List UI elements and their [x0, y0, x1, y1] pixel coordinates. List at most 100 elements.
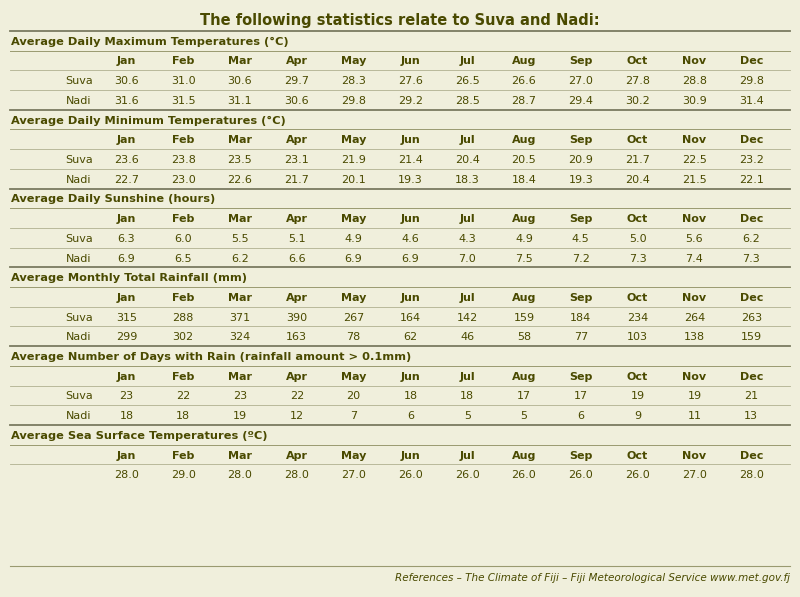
- Text: 29.7: 29.7: [284, 76, 310, 86]
- Text: 6: 6: [407, 411, 414, 421]
- Text: 27.0: 27.0: [568, 76, 594, 86]
- Text: 27.6: 27.6: [398, 76, 423, 86]
- Text: 21: 21: [744, 392, 758, 401]
- Text: 30.6: 30.6: [228, 76, 252, 86]
- Text: 315: 315: [116, 313, 137, 322]
- Text: 29.8: 29.8: [341, 96, 366, 106]
- Text: Mar: Mar: [228, 372, 252, 381]
- Text: Jan: Jan: [117, 136, 136, 145]
- Text: Nov: Nov: [682, 57, 706, 66]
- Text: Average Monthly Total Rainfall (mm): Average Monthly Total Rainfall (mm): [11, 273, 247, 283]
- Text: 7.2: 7.2: [572, 254, 590, 263]
- Text: 62: 62: [403, 333, 418, 342]
- Text: 6.3: 6.3: [118, 234, 135, 244]
- Text: 7.0: 7.0: [458, 254, 476, 263]
- Text: May: May: [341, 57, 366, 66]
- Text: 103: 103: [627, 333, 648, 342]
- Text: Sep: Sep: [569, 293, 593, 303]
- Text: 30.6: 30.6: [114, 76, 138, 86]
- Text: 28.5: 28.5: [454, 96, 480, 106]
- Text: 29.8: 29.8: [738, 76, 764, 86]
- Text: Mar: Mar: [228, 293, 252, 303]
- Text: Suva: Suva: [66, 76, 94, 86]
- Text: 26.5: 26.5: [455, 76, 479, 86]
- Text: Jan: Jan: [117, 372, 136, 381]
- Text: 29.0: 29.0: [170, 470, 196, 480]
- Text: Jul: Jul: [459, 372, 475, 381]
- Text: 324: 324: [230, 333, 250, 342]
- Text: Dec: Dec: [739, 293, 763, 303]
- Text: 21.4: 21.4: [398, 155, 423, 165]
- Text: 22: 22: [176, 392, 190, 401]
- Text: Feb: Feb: [172, 214, 194, 224]
- Text: Aug: Aug: [512, 451, 536, 460]
- Text: Mar: Mar: [228, 451, 252, 460]
- Text: 19: 19: [630, 392, 645, 401]
- Text: 30.9: 30.9: [682, 96, 706, 106]
- Text: Jul: Jul: [459, 451, 475, 460]
- Text: 46: 46: [460, 333, 474, 342]
- Text: Feb: Feb: [172, 372, 194, 381]
- Text: Jun: Jun: [401, 451, 420, 460]
- Text: 5.0: 5.0: [629, 234, 646, 244]
- Text: 184: 184: [570, 313, 591, 322]
- Text: 20.9: 20.9: [568, 155, 594, 165]
- Text: Jan: Jan: [117, 451, 136, 460]
- Text: Nov: Nov: [682, 136, 706, 145]
- Text: 22.6: 22.6: [227, 175, 253, 184]
- Text: May: May: [341, 136, 366, 145]
- Text: 9: 9: [634, 411, 641, 421]
- Text: 26.0: 26.0: [398, 470, 422, 480]
- Text: 5: 5: [521, 411, 527, 421]
- Text: Oct: Oct: [627, 451, 648, 460]
- Text: 26.6: 26.6: [512, 76, 536, 86]
- Text: 23: 23: [119, 392, 134, 401]
- Text: 7.4: 7.4: [686, 254, 703, 263]
- Text: 28.0: 28.0: [227, 470, 253, 480]
- Text: 20.5: 20.5: [512, 155, 536, 165]
- Text: May: May: [341, 451, 366, 460]
- Text: Jul: Jul: [459, 136, 475, 145]
- Text: 31.4: 31.4: [739, 96, 763, 106]
- Text: 20.1: 20.1: [342, 175, 366, 184]
- Text: Oct: Oct: [627, 214, 648, 224]
- Text: 22: 22: [290, 392, 304, 401]
- Text: 6.6: 6.6: [288, 254, 306, 263]
- Text: 7.5: 7.5: [515, 254, 533, 263]
- Text: 6: 6: [578, 411, 584, 421]
- Text: Average Number of Days with Rain (rainfall amount > 0.1mm): Average Number of Days with Rain (rainfa…: [11, 352, 411, 362]
- Text: Apr: Apr: [286, 451, 308, 460]
- Text: 28.0: 28.0: [114, 470, 139, 480]
- Text: Apr: Apr: [286, 372, 308, 381]
- Text: Jun: Jun: [401, 372, 420, 381]
- Text: Feb: Feb: [172, 57, 194, 66]
- Text: 29.4: 29.4: [568, 96, 594, 106]
- Text: 27.0: 27.0: [682, 470, 707, 480]
- Text: May: May: [341, 214, 366, 224]
- Text: References – The Climate of Fiji – Fiji Meteorological Service www.met.gov.fj: References – The Climate of Fiji – Fiji …: [395, 573, 790, 583]
- Text: 18.4: 18.4: [511, 175, 537, 184]
- Text: 23: 23: [233, 392, 247, 401]
- Text: 28.8: 28.8: [682, 76, 707, 86]
- Text: 371: 371: [230, 313, 250, 322]
- Text: Aug: Aug: [512, 293, 536, 303]
- Text: 6.9: 6.9: [402, 254, 419, 263]
- Text: 264: 264: [684, 313, 705, 322]
- Text: 13: 13: [744, 411, 758, 421]
- Text: 267: 267: [343, 313, 364, 322]
- Text: 6.5: 6.5: [174, 254, 192, 263]
- Text: Aug: Aug: [512, 214, 536, 224]
- Text: Nov: Nov: [682, 372, 706, 381]
- Text: 19: 19: [233, 411, 247, 421]
- Text: Jun: Jun: [401, 293, 420, 303]
- Text: 18: 18: [119, 411, 134, 421]
- Text: Dec: Dec: [739, 57, 763, 66]
- Text: Oct: Oct: [627, 57, 648, 66]
- Text: 17: 17: [574, 392, 588, 401]
- Text: 18: 18: [460, 392, 474, 401]
- Text: 27.8: 27.8: [625, 76, 650, 86]
- Text: 28.7: 28.7: [511, 96, 537, 106]
- Text: 5.6: 5.6: [686, 234, 703, 244]
- Text: 28.3: 28.3: [341, 76, 366, 86]
- Text: 6.2: 6.2: [742, 234, 760, 244]
